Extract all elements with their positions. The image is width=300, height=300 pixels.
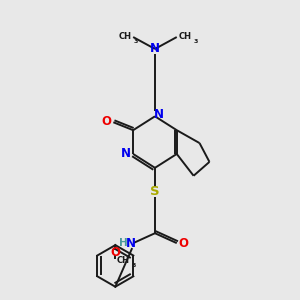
Text: S: S [150,185,160,198]
Text: N: N [121,148,131,160]
Text: 3: 3 [134,38,138,43]
Text: CH: CH [178,32,191,40]
Text: O: O [179,237,189,250]
Text: N: N [154,108,164,121]
Text: 3: 3 [194,38,198,43]
Text: N: N [150,42,160,56]
Text: H: H [119,238,128,248]
Text: CH: CH [117,256,130,266]
Text: O: O [110,245,120,259]
Text: O: O [101,115,111,128]
Text: CH: CH [119,32,132,40]
Text: 3: 3 [132,263,136,268]
Text: N: N [126,237,136,250]
